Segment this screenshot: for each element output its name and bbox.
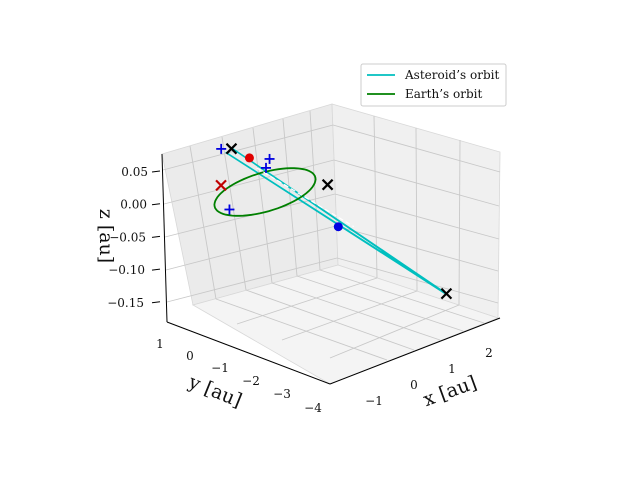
grid-line [163, 159, 335, 205]
z-tick-label: 0.00 [120, 198, 147, 212]
y-tick-label: 1 [156, 337, 164, 351]
grid-line [415, 127, 418, 292]
floor-pane [191, 264, 500, 385]
z-tick-mark [151, 203, 161, 206]
gridlines [162, 110, 501, 361]
x-marker [225, 142, 238, 155]
z-tick-label: 0.05 [121, 165, 148, 179]
grid-line [271, 282, 441, 341]
y-tick-label: 0 [186, 349, 194, 363]
grid-line [373, 115, 378, 279]
x-axis-line [329, 317, 501, 385]
legend: Asteroid’s orbit Earth’s orbit [360, 63, 507, 107]
legend-label-earth: Earth’s orbit [405, 87, 482, 101]
grid-line [215, 298, 388, 361]
x-axis-label: x [au] [420, 372, 479, 412]
x-marker [440, 287, 453, 300]
grid-line [282, 118, 298, 277]
z-tick-mark [151, 235, 161, 238]
grid-line [221, 136, 247, 291]
y-tick-label: −3 [273, 387, 291, 401]
earth-orbit-line [213, 167, 317, 217]
grid-line [329, 304, 460, 359]
tick-labels: 0.05 0.00 −0.05 −0.10 −0.15 1 0 −1 −2 −3 −4 −1 0 1 2 [107, 165, 493, 415]
grid-line [189, 145, 217, 300]
x-tick-label: −1 [365, 394, 383, 408]
legend-box [360, 63, 507, 107]
x-tick-label: 1 [448, 362, 456, 376]
z-tick-label: −0.15 [107, 296, 144, 310]
grid-line [309, 110, 321, 271]
grid-line [296, 275, 464, 332]
z-tick-label: −0.10 [108, 263, 145, 277]
grid-line [162, 124, 334, 171]
y-tick-label: −2 [242, 374, 260, 388]
grid-line [252, 127, 273, 284]
z-tick-mark [151, 301, 161, 304]
grid-line [281, 290, 418, 341]
grid-line [245, 289, 415, 351]
x-marker [321, 178, 334, 191]
z-axis-label: z [au] [95, 209, 117, 263]
z-tick-mark [151, 170, 161, 173]
y-tick-label: −4 [304, 401, 322, 415]
y-axis-label: y [au] [185, 371, 245, 412]
x-tick-label: 2 [485, 346, 493, 360]
grid-line [334, 193, 500, 240]
circle-marker [333, 222, 343, 232]
grid-line [236, 277, 378, 325]
z-axis-line [161, 153, 168, 323]
x-tick-label: 0 [410, 378, 418, 392]
plus-marker [216, 143, 227, 154]
y-axis-line [166, 321, 331, 385]
grid-line [166, 257, 338, 303]
legend-label-asteroid: Asteroid’s orbit [404, 68, 499, 82]
z-tick-mark [151, 268, 161, 271]
grid-line [458, 139, 461, 306]
grid-line [336, 257, 499, 304]
axis-lines [161, 153, 501, 385]
orbit-markers [215, 142, 453, 300]
plus-marker [224, 204, 235, 215]
orbit-curves [213, 147, 448, 296]
circle-marker [244, 153, 254, 163]
dashed-guide-line [256, 167, 355, 228]
plus-marker [264, 153, 275, 164]
plus-marker [261, 162, 271, 173]
y-tick-label: −1 [211, 361, 229, 375]
z-tick-label: −0.05 [109, 230, 146, 244]
grid-line [165, 225, 337, 271]
asteroid-orbit-line [225, 147, 448, 296]
x-marker [215, 179, 227, 192]
